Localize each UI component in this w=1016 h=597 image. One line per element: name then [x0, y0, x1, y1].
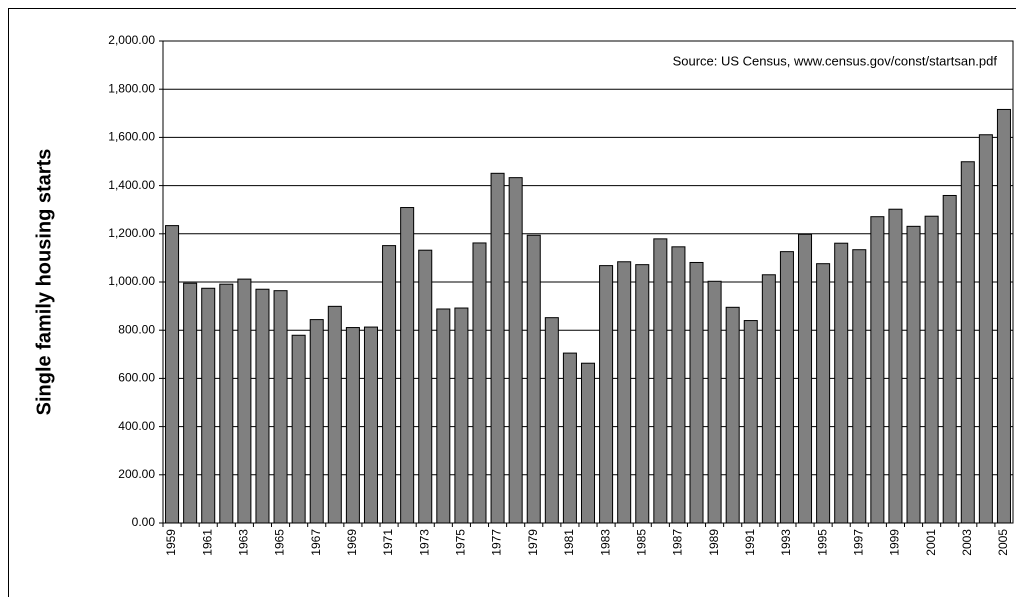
x-tick-label: 1985: [634, 529, 648, 556]
bar: [689, 261, 704, 524]
chart-border: [8, 8, 1016, 597]
bar: [635, 264, 650, 524]
x-tick-label: 1973: [417, 529, 431, 556]
x-tick-label: 1981: [562, 529, 576, 556]
bar: [852, 249, 867, 524]
x-tick-label: 2001: [924, 529, 938, 556]
x-tick-label: 1999: [888, 529, 902, 556]
bar: [761, 274, 776, 524]
x-tick-label: 1959: [164, 529, 178, 556]
x-tick-label: 1967: [309, 529, 323, 556]
x-tick-label: 1961: [200, 529, 214, 556]
y-tick-label: 1,200.00: [108, 226, 155, 240]
bar: [400, 207, 415, 524]
y-tick-label: 400.00: [118, 419, 155, 433]
y-tick-label: 0.00: [132, 515, 156, 529]
x-tick-label: 1975: [454, 529, 468, 556]
bar: [816, 263, 831, 524]
bar: [418, 249, 433, 524]
plot-border: [162, 40, 1014, 524]
bar: [309, 319, 324, 524]
x-tick-label: 1983: [598, 529, 612, 556]
x-tick-label: 1995: [815, 529, 829, 556]
x-tick-label: 1969: [345, 529, 359, 556]
bar: [599, 265, 614, 524]
x-tick-label: 1991: [743, 529, 757, 556]
x-tick-label: 1965: [273, 529, 287, 556]
bar: [870, 216, 885, 524]
bar: [798, 233, 813, 524]
x-tick-label: 2005: [996, 529, 1010, 556]
bar: [779, 251, 794, 524]
annotation-bg: [495, 50, 1005, 72]
bar: [382, 245, 397, 524]
bar: [490, 172, 505, 524]
bar: [924, 215, 939, 524]
bar: [363, 326, 378, 524]
x-tick-label: 1987: [671, 529, 685, 556]
y-tick-label: 2,000.00: [108, 33, 155, 47]
bar: [562, 352, 577, 524]
bar: [978, 134, 993, 524]
bar: [327, 305, 342, 524]
x-tick-label: 1993: [779, 529, 793, 556]
bar: [237, 278, 252, 524]
bar: [544, 317, 559, 524]
bar: [436, 308, 451, 524]
y-axis-label: Single family housing starts: [33, 149, 55, 416]
bar: [580, 362, 596, 524]
bar: [960, 161, 975, 524]
y-tick-label: 800.00: [118, 322, 155, 336]
bar: [255, 288, 270, 524]
y-tick-label: 1,800.00: [108, 81, 155, 95]
bar: [942, 194, 957, 524]
y-tick-label: 1,600.00: [108, 130, 155, 144]
bar: [273, 290, 288, 524]
x-tick-label: 2003: [960, 529, 974, 556]
bar: [743, 320, 758, 524]
y-tick-label: 600.00: [118, 371, 155, 385]
bar: [345, 327, 360, 524]
bar: [165, 225, 180, 524]
bar: [725, 306, 740, 524]
bar: [183, 282, 198, 524]
bar: [508, 177, 523, 524]
bar: [291, 334, 306, 524]
x-tick-label: 1979: [526, 529, 540, 556]
x-tick-label: 1963: [237, 529, 251, 556]
bar: [834, 242, 849, 524]
annotation: Source: US Census, www.census.gov/const/…: [673, 53, 998, 68]
x-tick-label: 1977: [490, 529, 504, 556]
bar: [671, 246, 686, 524]
y-tick-label: 200.00: [118, 467, 155, 481]
x-tick-label: 1971: [381, 529, 395, 556]
bar: [472, 242, 487, 524]
x-tick-label: 1997: [851, 529, 865, 556]
bar: [906, 225, 921, 524]
bar: [219, 283, 234, 524]
bar: [526, 234, 541, 524]
bar: [707, 280, 722, 524]
y-tick-label: 1,400.00: [108, 178, 155, 192]
x-tick-label: 1989: [707, 529, 721, 556]
bar: [201, 287, 216, 524]
bar: [888, 208, 903, 524]
bar: [454, 307, 469, 524]
bar: [996, 108, 1011, 524]
y-tick-label: 1,000.00: [108, 274, 155, 288]
bar: [617, 261, 632, 524]
bar: [653, 238, 668, 524]
